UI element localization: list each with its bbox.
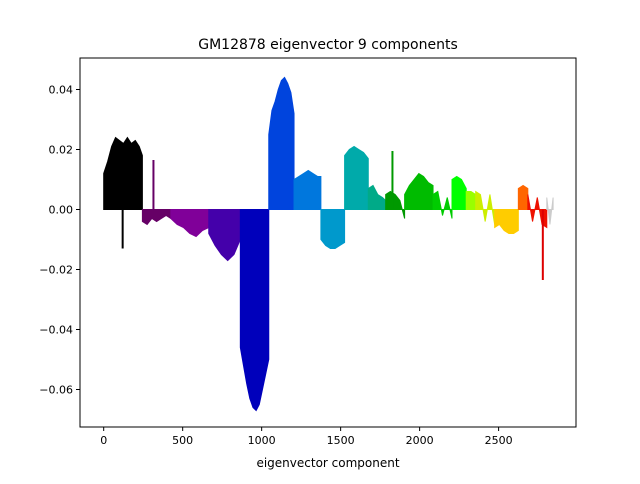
y-tick-label: 0.00	[49, 204, 74, 217]
y-tick-label: 0.02	[49, 144, 74, 157]
x-tick-label: 2500	[485, 434, 513, 447]
chart-title: GM12878 eigenvector 9 components	[198, 37, 458, 53]
series-area	[518, 186, 527, 210]
x-tick-label: 1000	[248, 434, 276, 447]
y-tick-label: −0.04	[39, 324, 73, 337]
x-tick-label: 2000	[406, 434, 434, 447]
x-tick-label: 0	[100, 434, 107, 447]
series-area	[321, 210, 345, 249]
x-tick-label: 500	[172, 434, 193, 447]
series-area	[466, 192, 475, 210]
series-area	[345, 147, 369, 210]
x-axis-label: eigenvector component	[256, 456, 399, 470]
y-tick-label: −0.02	[39, 264, 73, 277]
series-9	[321, 210, 345, 249]
series-20	[518, 186, 527, 210]
y-tick-label: −0.06	[39, 384, 73, 397]
series-10	[345, 147, 369, 210]
x-tick-label: 1500	[327, 434, 355, 447]
series-17	[466, 192, 475, 210]
y-tick-label: 0.04	[49, 84, 74, 97]
